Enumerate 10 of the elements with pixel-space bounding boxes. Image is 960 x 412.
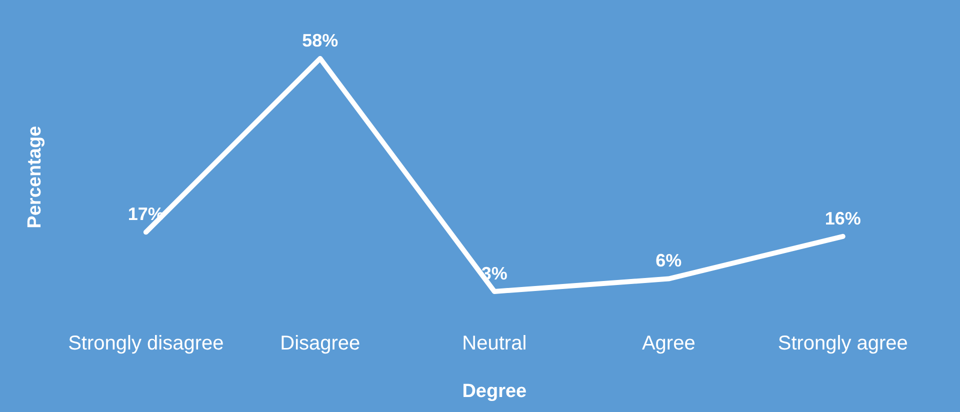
x-tick-label: Disagree [280, 332, 360, 355]
x-tick-label: Strongly agree [778, 332, 908, 355]
x-tick-label: Strongly disagree [68, 332, 224, 355]
y-axis-title: Percentage [24, 126, 46, 228]
data-label: 58% [302, 30, 338, 50]
data-label: 6% [656, 250, 682, 271]
data-label: 16% [824, 208, 861, 228]
x-tick-label: Neutral [462, 332, 527, 355]
x-axis-title: Degree [462, 380, 527, 402]
x-tick-label: Agree [642, 332, 696, 355]
